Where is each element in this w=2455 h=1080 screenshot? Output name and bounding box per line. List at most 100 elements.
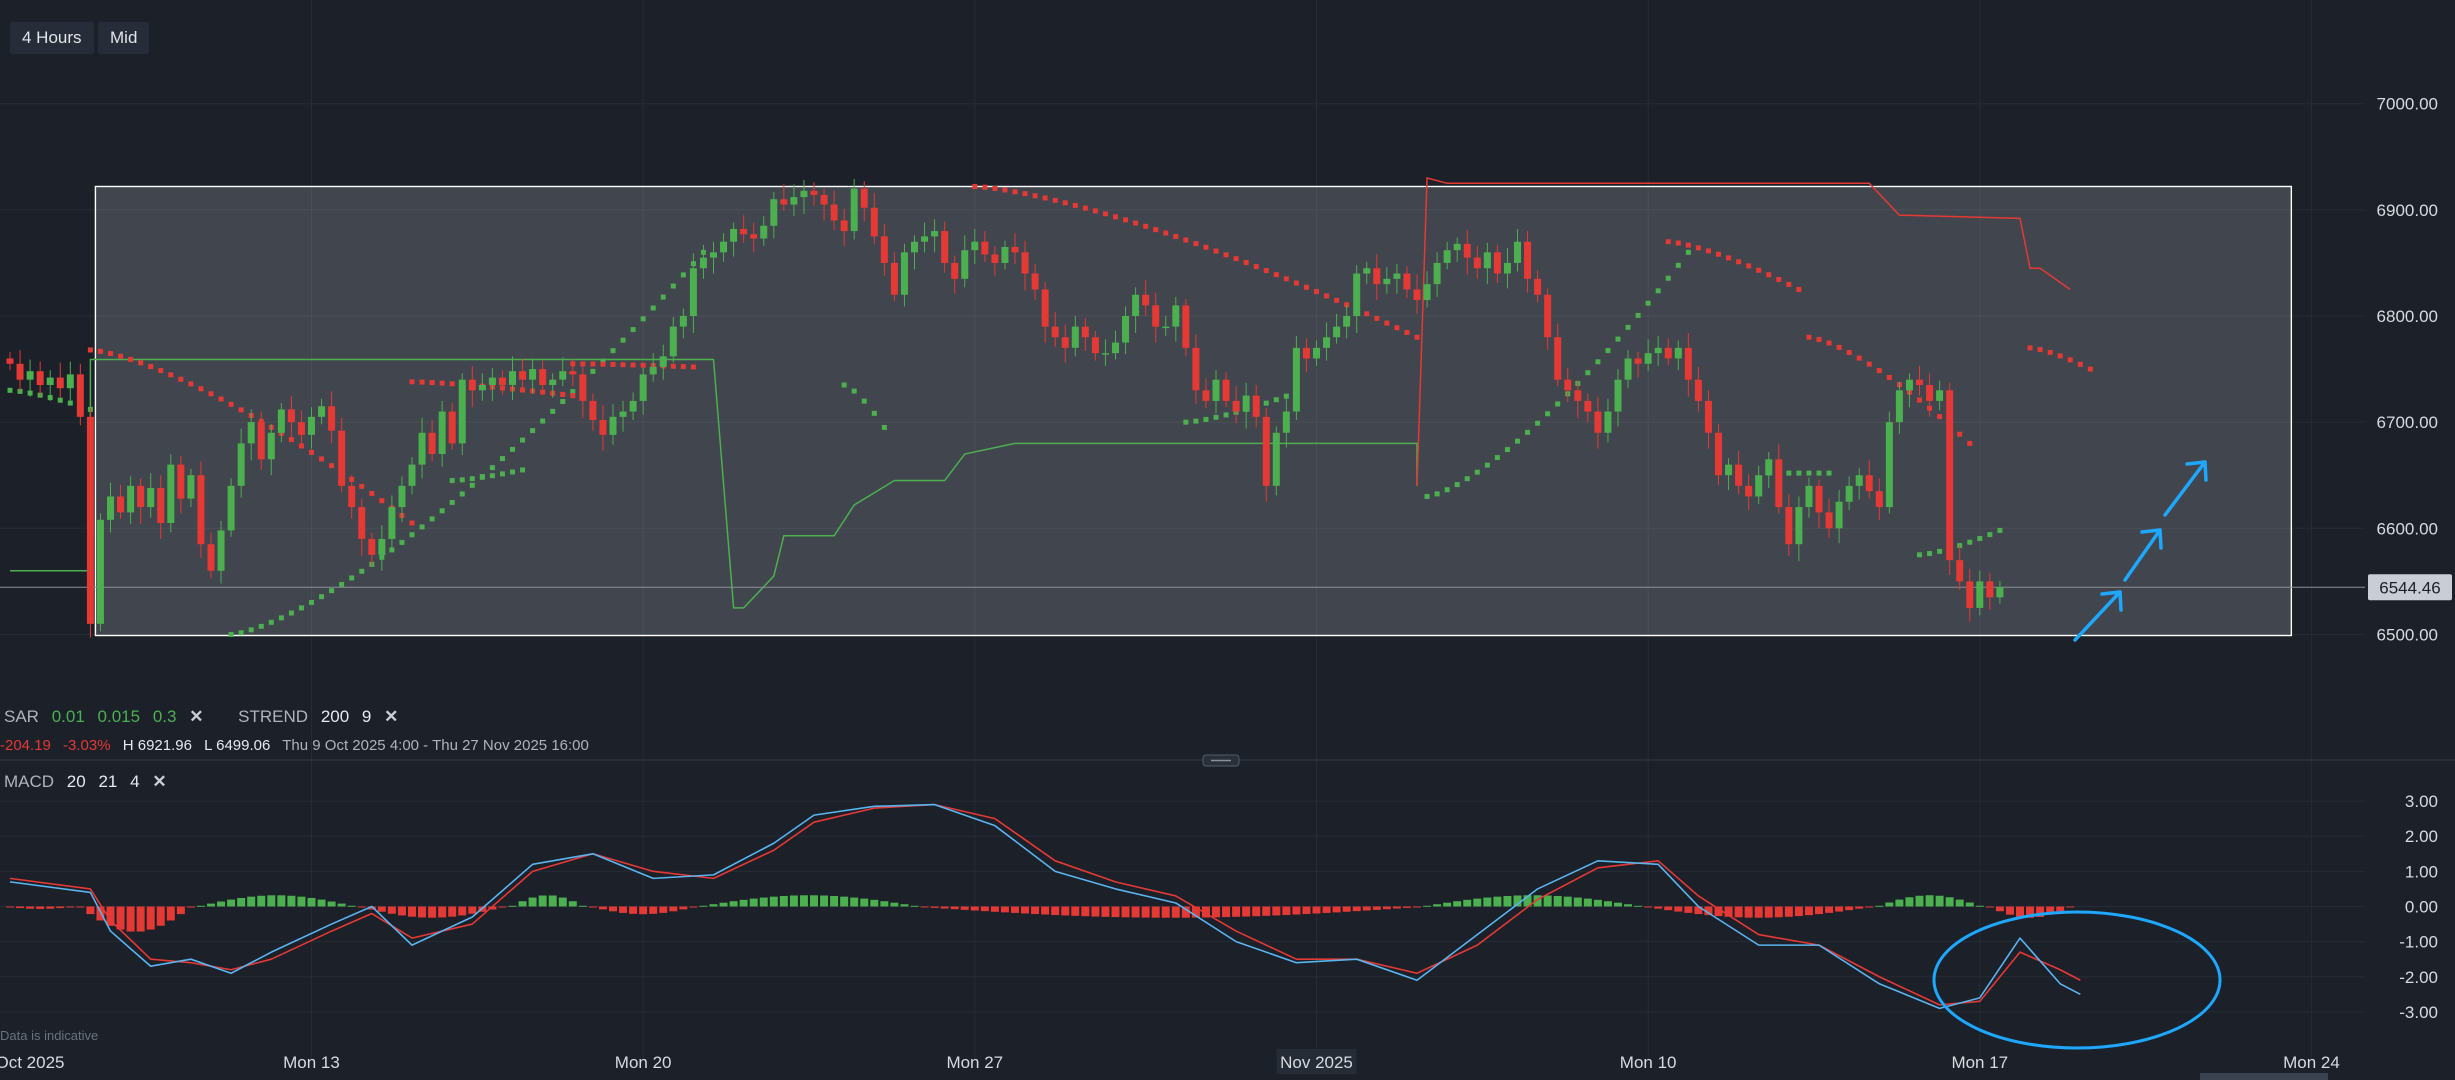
candle-body[interactable] [850,188,858,232]
candle-body[interactable] [1333,326,1341,338]
candle-body[interactable] [931,231,939,237]
candle-body[interactable] [559,371,567,380]
candle-body[interactable] [1212,379,1220,401]
candle-body[interactable] [418,432,426,465]
candle-body[interactable] [267,432,275,460]
candle-body[interactable] [750,234,758,239]
candle-body[interactable] [1292,347,1300,412]
candle-body[interactable] [1644,353,1652,364]
candle-body[interactable] [1423,284,1431,301]
candle-body[interactable] [1202,390,1210,401]
candle-body[interactable] [1061,337,1069,348]
candle-body[interactable] [1795,507,1803,545]
candle-body[interactable] [1956,560,1964,582]
candle-body[interactable] [167,464,175,523]
candle-body[interactable] [599,420,607,435]
candle-body[interactable] [1353,273,1361,316]
candle-body[interactable] [1152,305,1160,327]
candle-body[interactable] [237,443,245,486]
candle-body[interactable] [1232,400,1240,412]
candle-body[interactable] [1182,305,1190,348]
candle-body[interactable] [1132,294,1140,316]
strend-legend[interactable]: STREND 200 9 ✕ [238,707,406,726]
candle-body[interactable] [1051,326,1059,338]
candle-body[interactable] [207,544,215,571]
candle-body[interactable] [1323,337,1331,348]
candle-body[interactable] [378,538,386,555]
candle-body[interactable] [1815,485,1823,513]
candle-body[interactable] [1895,390,1903,423]
candle-body[interactable] [76,374,84,417]
candle-body[interactable] [941,231,949,263]
candle-body[interactable] [1775,459,1783,508]
candle-body[interactable] [1503,262,1511,274]
candle-body[interactable] [1885,422,1893,508]
candle-body[interactable] [1242,395,1250,412]
candle-body[interactable] [1704,400,1712,433]
candle-body[interactable] [227,485,235,531]
candle-body[interactable] [509,371,516,385]
candle-body[interactable] [1865,475,1873,492]
candle-body[interactable] [1564,379,1572,391]
candle-body[interactable] [287,409,295,423]
candle-body[interactable] [830,204,838,221]
candle-body[interactable] [187,475,195,499]
candle-body[interactable] [26,371,34,380]
candle-body[interactable] [1765,459,1773,476]
candle-body[interactable] [1574,390,1582,401]
candle-body[interactable] [1031,273,1039,290]
candle-body[interactable] [1805,485,1813,508]
candle-body[interactable] [1101,353,1109,355]
candle-body[interactable] [16,363,24,380]
candle-body[interactable] [820,194,828,205]
candle-body[interactable] [127,485,135,513]
candle-body[interactable] [971,241,979,251]
candle-body[interactable] [1785,507,1793,545]
candle-body[interactable] [991,254,999,263]
candle-body[interactable] [1343,316,1351,327]
candle-body[interactable] [398,485,406,508]
candle-body[interactable] [1936,390,1944,401]
candle-body[interactable] [1001,247,1009,263]
candle-body[interactable] [308,416,315,435]
candle-body[interactable] [1544,294,1552,338]
interval-selector[interactable]: 4 Hours [10,22,94,54]
candle-body[interactable] [1162,326,1170,329]
candle-body[interactable] [1463,243,1471,258]
sar-legend[interactable]: SAR 0.01 0.015 0.3 ✕ [4,707,216,726]
candle-body[interactable] [519,371,527,380]
candle-body[interactable] [348,485,356,508]
macd-legend[interactable]: MACD 20 21 4 ✕ [4,772,175,792]
candle-body[interactable] [1584,400,1592,412]
candle-body[interactable] [498,377,506,385]
candle-body[interactable] [197,475,205,545]
candle-body[interactable] [297,422,305,435]
candle-body[interactable] [639,374,647,401]
candle-body[interactable] [1514,241,1521,263]
candle-body[interactable] [468,379,476,391]
candle-body[interactable] [458,379,466,444]
candle-body[interactable] [46,377,54,385]
candle-body[interactable] [659,356,667,367]
candle-body[interactable] [1855,475,1863,486]
candle-body[interactable] [720,241,728,253]
candle-body[interactable] [1122,316,1130,343]
candle-body[interactable] [1996,587,2004,598]
price-type-selector[interactable]: Mid [98,22,150,54]
candle-body[interactable] [589,400,597,421]
candle-body[interactable] [1664,347,1672,359]
candle-body[interactable] [921,236,929,242]
candle-body[interactable] [1926,385,1934,401]
candle-body[interactable] [649,366,657,375]
candle-body[interactable] [257,422,265,460]
candle-body[interactable] [1011,247,1019,253]
candle-body[interactable] [740,228,748,235]
candle-body[interactable] [1252,395,1260,417]
candle-body[interactable] [1524,241,1532,279]
candle-body[interactable] [1694,379,1702,401]
candle-body[interactable] [338,430,346,486]
candle-body[interactable] [1443,250,1451,263]
candle-body[interactable] [147,487,155,508]
candle-body[interactable] [1715,432,1722,476]
